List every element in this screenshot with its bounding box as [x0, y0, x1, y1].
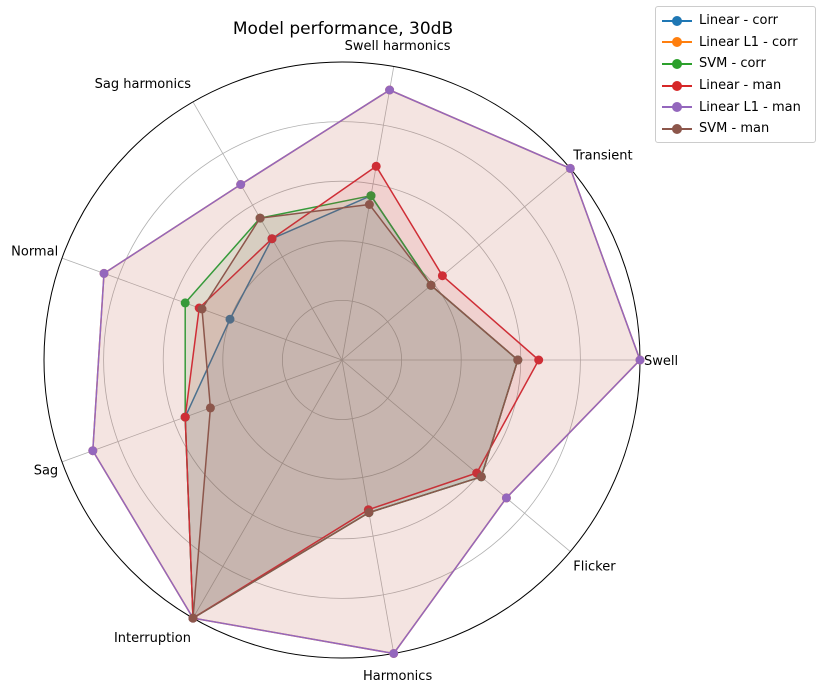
series-svm-man: [188, 200, 523, 623]
series-linear-l1-man: [88, 85, 645, 658]
legend-item: Linear L1 - corr: [662, 32, 815, 54]
series-fill: [193, 204, 518, 619]
category-label: Transient: [572, 148, 632, 163]
legend-item: SVM - man: [662, 118, 815, 140]
category-label: Flicker: [573, 560, 616, 575]
series-fill: [185, 195, 518, 619]
data-point: [366, 191, 376, 201]
data-point: [236, 180, 246, 189]
grid-spoke: [192, 359, 343, 619]
data-point: [255, 213, 265, 223]
category-labels: Swell Transient Swell harmonics Sag harmoni…: [11, 39, 678, 684]
legend-label: SVM - man: [699, 121, 770, 137]
category-label: Harmonics: [363, 669, 432, 684]
data-point: [437, 271, 447, 281]
series-fill: [92, 90, 641, 654]
data-point: [635, 355, 645, 365]
series-fill: [92, 90, 641, 654]
data-point: [225, 314, 235, 324]
data-point: [364, 508, 374, 518]
series-line: [92, 89, 641, 655]
data-point: [565, 163, 575, 173]
series-line: [192, 203, 519, 619]
legend-swatch: [662, 100, 692, 114]
legend-swatch: [662, 57, 692, 71]
data-point: [88, 446, 98, 456]
legend-item: Linear L1 - man: [662, 96, 815, 118]
data-point: [364, 200, 374, 209]
grid-spoke: [341, 168, 571, 361]
series-line: [184, 165, 540, 619]
data-point: [267, 234, 277, 244]
series-fill: [185, 195, 518, 619]
data-point: [180, 298, 190, 308]
data-point: [180, 412, 190, 422]
data-point: [534, 355, 544, 365]
data-point: [476, 472, 486, 482]
data-point: [371, 161, 381, 171]
data-point: [385, 85, 395, 95]
legend-label: Linear - man: [699, 78, 782, 94]
legend-label: SVM - corr: [699, 56, 766, 72]
legend-swatch: [662, 14, 692, 28]
legend: Linear - corr Linear L1 - corr SVM - corr L…: [655, 6, 816, 143]
data-point: [501, 493, 511, 503]
legend-swatch: [662, 122, 692, 136]
data-point: [197, 304, 207, 314]
category-label: Swell harmonics: [345, 39, 451, 54]
legend-item: Linear - man: [662, 75, 815, 97]
category-label: Normal: [11, 245, 58, 260]
series-fill: [185, 166, 539, 619]
legend-swatch: [662, 35, 692, 49]
grid-spoke: [192, 101, 343, 361]
data-point: [389, 649, 399, 658]
data-point: [205, 403, 215, 413]
grid-spoke: [341, 66, 395, 361]
legend-label: Linear - corr: [699, 13, 778, 29]
category-label: Interruption: [114, 631, 191, 646]
chart-title: Model performance, 30dB: [233, 19, 453, 39]
data-point: [99, 268, 109, 278]
legend-item: SVM - corr: [662, 53, 815, 75]
category-label: Swell: [644, 354, 678, 369]
legend-label: Linear L1 - man: [699, 99, 801, 115]
legend-label: Linear L1 - corr: [699, 34, 798, 50]
data-point: [426, 280, 436, 290]
category-label: Sag: [34, 463, 58, 478]
data-point: [513, 355, 523, 365]
grid-spoke: [341, 359, 571, 552]
data-point: [188, 613, 198, 623]
radar-series: [88, 85, 645, 658]
legend-item: Linear - corr: [662, 10, 815, 32]
grid-spoke: [61, 359, 343, 463]
legend-swatch: [662, 79, 692, 93]
category-label: Sag harmonics: [95, 77, 192, 92]
